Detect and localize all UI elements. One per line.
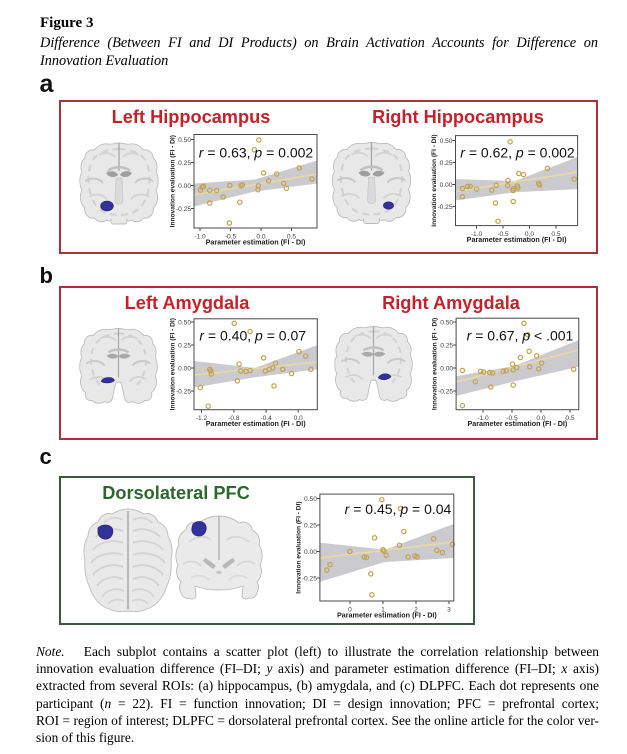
svg-text:Parameter estimation (FI - DI): Parameter estimation (FI - DI) (337, 611, 437, 620)
svg-text:Innovation evaluation (FI - DI: Innovation evaluation (FI - DI) (170, 318, 177, 410)
svg-text:r = 0.67, p < .001: r = 0.67, p < .001 (467, 328, 574, 344)
svg-text:-0.4: -0.4 (260, 415, 272, 422)
svg-text:0: 0 (348, 607, 352, 614)
svg-text:-0.25: -0.25 (176, 206, 191, 213)
svg-text:0.50: 0.50 (440, 138, 453, 145)
svg-text:Innovation evaluation (FI - DI: Innovation evaluation (FI - DI) (431, 134, 438, 226)
svg-text:Parameter estimation (FI - DI): Parameter estimation (FI - DI) (467, 235, 567, 244)
svg-text:Parameter estimation (FI - DI): Parameter estimation (FI - DI) (467, 419, 567, 428)
svg-text:Parameter estimation (FI - DI): Parameter estimation (FI - DI) (206, 419, 306, 428)
svg-text:r = 0.45, p = 0.04: r = 0.45, p = 0.04 (345, 501, 452, 517)
svg-text:0.5: 0.5 (287, 234, 296, 241)
svg-text:0.25: 0.25 (440, 160, 453, 167)
svg-text:0.00: 0.00 (178, 365, 191, 372)
svg-text:-0.25: -0.25 (302, 575, 317, 582)
svg-text:0.25: 0.25 (304, 522, 317, 529)
svg-text:-0.25: -0.25 (176, 388, 191, 395)
svg-text:0.0: 0.0 (536, 415, 545, 422)
svg-text:0.00: 0.00 (440, 365, 453, 372)
svg-text:2: 2 (414, 607, 418, 614)
svg-text:-0.8: -0.8 (228, 415, 240, 422)
svg-text:-0.25: -0.25 (438, 388, 453, 395)
svg-text:-0.5: -0.5 (225, 234, 237, 241)
svg-text:0.50: 0.50 (178, 319, 191, 326)
svg-text:1: 1 (381, 607, 385, 614)
svg-text:3: 3 (447, 607, 451, 614)
svg-text:0.25: 0.25 (440, 342, 453, 349)
svg-text:0.0: 0.0 (294, 415, 303, 422)
svg-text:0.00: 0.00 (440, 182, 453, 189)
svg-text:0.00: 0.00 (304, 549, 317, 556)
svg-text:0.25: 0.25 (178, 160, 191, 167)
svg-text:r = 0.40, p = 0.07: r = 0.40, p = 0.07 (199, 328, 306, 344)
svg-text:r = 0.62, p = 0.002: r = 0.62, p = 0.002 (460, 145, 575, 161)
svg-text:0.0: 0.0 (525, 231, 534, 238)
svg-text:0.50: 0.50 (304, 496, 317, 503)
svg-text:-0.5: -0.5 (506, 415, 518, 422)
svg-text:Innovation evaluation (FI - DI: Innovation evaluation (FI - DI) (432, 318, 439, 410)
svg-text:0.5: 0.5 (565, 415, 574, 422)
svg-text:-1.0: -1.0 (477, 415, 489, 422)
svg-text:0.50: 0.50 (178, 137, 191, 144)
svg-text:-1.2: -1.2 (196, 415, 208, 422)
svg-text:0.5: 0.5 (551, 231, 560, 238)
svg-text:Innovation evaluation (FI - DI: Innovation evaluation (FI - DI) (170, 135, 177, 227)
svg-text:0.25: 0.25 (178, 342, 191, 349)
svg-text:-1.0: -1.0 (471, 231, 483, 238)
svg-text:-1.0: -1.0 (194, 234, 206, 241)
svg-text:-0.25: -0.25 (437, 204, 452, 211)
svg-text:0.0: 0.0 (256, 234, 265, 241)
svg-text:0.50: 0.50 (440, 319, 453, 326)
svg-text:Innovation evaluation (FI - DI: Innovation evaluation (FI - DI) (295, 501, 302, 593)
svg-text:Parameter estimation (FI - DI): Parameter estimation (FI - DI) (206, 238, 306, 247)
svg-text:0.00: 0.00 (178, 183, 191, 190)
svg-text:r = 0.63, p = 0.002: r = 0.63, p = 0.002 (199, 145, 314, 161)
svg-text:-0.5: -0.5 (497, 231, 509, 238)
